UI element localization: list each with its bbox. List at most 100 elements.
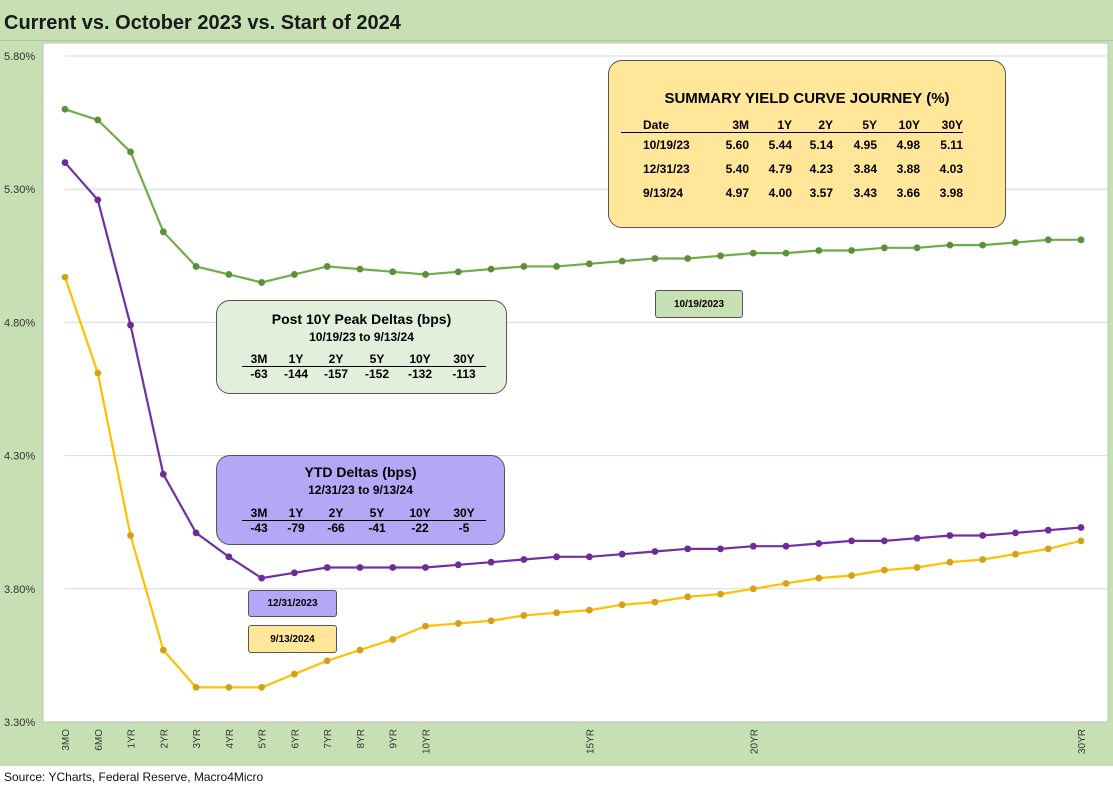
- summary-cell: 4.97: [725, 185, 749, 200]
- y-tick-label: 5.80%: [4, 51, 35, 63]
- data-point: [1044, 545, 1052, 553]
- x-tick-label: 15YR: [585, 729, 596, 754]
- post-header: 1Y: [288, 352, 304, 366]
- data-point: [979, 532, 987, 539]
- data-point: [1012, 550, 1019, 558]
- summary-header: 3M: [732, 118, 749, 132]
- y-tick-label: 3.30%: [4, 717, 35, 729]
- series-label-10-19-2023: 10/19/2023: [655, 290, 743, 318]
- ytd-value: -22: [411, 521, 429, 535]
- ytd-value: -43: [250, 521, 268, 535]
- data-point: [487, 617, 495, 625]
- data-point: [127, 148, 134, 156]
- data-point: [1044, 236, 1052, 244]
- data-point: [291, 670, 298, 678]
- data-point: [389, 564, 397, 571]
- series-line: [63, 276, 1082, 689]
- data-point: [848, 572, 855, 579]
- series-10-19-2023: [61, 105, 1085, 286]
- y-tick-label: 5.30%: [4, 184, 35, 196]
- data-point: [749, 542, 757, 550]
- x-tick-label: 7YR: [323, 729, 334, 748]
- data-point: [782, 249, 790, 257]
- data-point: [651, 255, 659, 262]
- post-header: 2Y: [328, 352, 344, 366]
- data-point: [815, 574, 823, 582]
- x-tick-label: 1YR: [127, 729, 138, 748]
- data-point: [1077, 524, 1085, 531]
- data-point: [225, 683, 233, 691]
- data-point: [520, 612, 528, 619]
- summary-header: 2Y: [818, 118, 833, 132]
- data-point: [94, 116, 102, 124]
- post-header: 10Y: [409, 352, 431, 366]
- summary-cell: 4.03: [939, 161, 963, 176]
- data-point: [225, 271, 233, 278]
- data-point: [815, 540, 823, 547]
- data-point: [684, 593, 692, 601]
- summary-cell: 5.60: [725, 137, 749, 152]
- data-point: [389, 268, 397, 276]
- data-point: [553, 609, 561, 617]
- data-point: [946, 558, 954, 566]
- summary-cell: 9/13/24: [643, 185, 684, 200]
- ytd-header-row: 3M 1Y 2Y 5Y 10Y 30Y: [242, 506, 486, 521]
- post-header-row: 3M 1Y 2Y 5Y 10Y 30Y: [242, 352, 486, 367]
- y-tick-label: 3.80%: [4, 584, 35, 596]
- summary-cell: 5.40: [725, 161, 749, 176]
- ytd-value: -41: [368, 521, 386, 535]
- summary-cell: 3.57: [809, 185, 833, 200]
- summary-cell: 3.88: [896, 161, 920, 176]
- series-line: [64, 161, 1082, 580]
- data-point: [159, 470, 167, 478]
- x-tick-label: 30YR: [1077, 729, 1088, 754]
- summary-cell: 5.11: [940, 137, 963, 152]
- series-group: [61, 105, 1085, 691]
- data-point: [291, 271, 298, 278]
- x-tick-label: 9YR: [389, 729, 400, 748]
- summary-cell: 3.98: [939, 185, 963, 200]
- summary-cell: 4.79: [768, 161, 792, 176]
- summary-cell: 10/19/23: [643, 137, 690, 152]
- title-divider: [0, 40, 1113, 41]
- data-point: [356, 564, 364, 571]
- data-point: [422, 622, 429, 630]
- x-tick-label: 3YR: [192, 729, 203, 748]
- summary-header: Date: [643, 118, 670, 132]
- series-label-9-13-2024: 9/13/2024: [248, 625, 337, 653]
- summary-cell: 5.14: [809, 137, 833, 152]
- post-value-row: -63 -144 -157 -152 -132 -113: [242, 367, 486, 381]
- data-point: [618, 257, 626, 265]
- summary-row: 9/13/24 4.97 4.00 3.57 3.43 3.66 3.98: [621, 181, 963, 205]
- summary-cell: 4.00: [768, 185, 792, 200]
- data-point: [651, 598, 659, 606]
- data-point: [880, 244, 888, 252]
- x-tick-label: 3MO: [61, 729, 72, 751]
- data-point: [651, 548, 659, 555]
- summary-cell: 3.84: [853, 161, 877, 176]
- data-point: [946, 532, 954, 539]
- x-tick-label: 8YR: [356, 729, 367, 748]
- data-point: [618, 550, 626, 558]
- data-point: [585, 553, 593, 561]
- y-tick-label: 4.80%: [4, 317, 35, 329]
- ytd-header: 2Y: [328, 506, 344, 520]
- data-point: [225, 553, 233, 561]
- post-header: 30Y: [453, 352, 475, 366]
- x-axis: 3MO 6MO 1YR 2YR 3YR 4YR 5YR 6YR 7YR 8YR 9YR 10YR 15Y…: [61, 729, 1088, 754]
- post-value: -144: [283, 367, 309, 381]
- chart-title: Current vs. October 2023 vs. Start of 20…: [4, 12, 401, 34]
- summary-cell: 12/31/23: [643, 161, 690, 176]
- source-note: Source: YCharts, Federal Reserve, Macro4…: [4, 770, 264, 784]
- data-point: [979, 241, 987, 249]
- data-point: [487, 558, 495, 566]
- post-value: -113: [452, 367, 476, 381]
- data-point: [291, 569, 298, 577]
- data-point: [553, 263, 561, 270]
- data-point: [454, 561, 462, 569]
- data-point: [782, 542, 790, 550]
- data-point: [782, 580, 790, 587]
- data-point: [487, 265, 495, 273]
- x-tick-label: 2YR: [159, 729, 170, 748]
- data-point: [323, 263, 331, 270]
